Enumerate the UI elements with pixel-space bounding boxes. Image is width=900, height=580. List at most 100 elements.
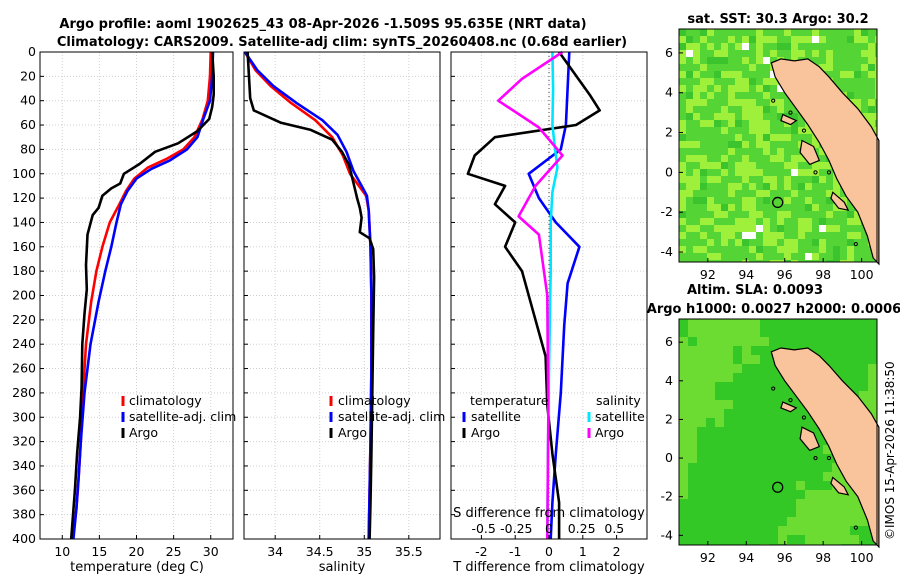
map-lon-tick-label: 96 (777, 550, 793, 565)
map-cell (854, 92, 861, 99)
map-cell (749, 127, 756, 134)
map-lat-tick-label: -4 (661, 244, 674, 259)
map-cell (868, 78, 875, 85)
map-cell (784, 190, 791, 197)
map-cell (742, 190, 749, 197)
map-cell (714, 120, 721, 127)
map-cell (742, 355, 751, 364)
map-cell (819, 183, 826, 190)
map-cell (868, 43, 875, 50)
map-lat-tick-label: 4 (665, 373, 673, 388)
map-cell (679, 113, 686, 120)
map-cell (875, 29, 877, 36)
map-cell (679, 328, 688, 337)
map-cell (826, 36, 833, 43)
map-cell (679, 155, 686, 162)
map-cell (707, 43, 714, 50)
map-cell (841, 517, 850, 526)
map-cell (742, 517, 751, 526)
map-cell (742, 141, 749, 148)
map-cell (706, 364, 715, 373)
depth-tick-label: 0 (28, 44, 36, 59)
s-tick-label: 0 (545, 521, 553, 536)
difference-lines (466, 50, 602, 540)
map-cell (679, 176, 686, 183)
map-cell (688, 346, 697, 355)
map-cell (756, 141, 763, 148)
map-cell (693, 120, 700, 127)
map-cell (742, 463, 751, 472)
sst-map-panel: sat. SST: 30.3 Argo: 30.2 92 94 96 98 100 -4 -… (661, 12, 880, 282)
island-simeulue (780, 401, 798, 413)
map-cell (733, 328, 742, 337)
map-cell (686, 239, 693, 246)
difference-legend: temperature salinity satellite Argo sate… (462, 393, 645, 440)
map-cell (756, 260, 763, 262)
map-cell (714, 232, 721, 239)
map-cell (751, 409, 760, 418)
map-cell (688, 409, 697, 418)
map-cell (715, 436, 724, 445)
argo-location-marker (772, 196, 784, 209)
map-cell (798, 176, 805, 183)
map-cell (714, 64, 721, 71)
map-cell (777, 155, 784, 162)
map-cell (728, 71, 735, 78)
map-cell (777, 232, 784, 239)
map-cell (679, 36, 686, 43)
map-cell (735, 260, 742, 262)
map-cell (854, 239, 861, 246)
map-cell (805, 211, 812, 218)
map-cell (721, 127, 728, 134)
map-cell (826, 64, 833, 71)
map-cell (751, 472, 760, 481)
map-cell (826, 232, 833, 239)
map-cell (697, 454, 706, 463)
map-cell (778, 472, 787, 481)
map-cell (697, 382, 706, 391)
map-cell (715, 409, 724, 418)
map-cell (784, 127, 791, 134)
map-cell (791, 106, 798, 113)
map-cell (791, 36, 798, 43)
map-cell (756, 225, 763, 232)
map-cell (751, 337, 760, 346)
map-cell (805, 127, 812, 134)
map-cell (707, 29, 714, 36)
map-cell (714, 162, 721, 169)
map-cell (826, 190, 833, 197)
map-cell (826, 169, 833, 176)
map-cell (756, 232, 763, 239)
islet (813, 455, 818, 461)
map-cell (819, 36, 826, 43)
map-cell (721, 239, 728, 246)
map-cell (715, 454, 724, 463)
map-cell (791, 29, 798, 36)
map-cell (742, 445, 751, 454)
map-cell (707, 85, 714, 92)
map-cell (777, 99, 784, 106)
map-cell (760, 409, 769, 418)
map-cell (832, 526, 841, 535)
map-cell (700, 211, 707, 218)
map-cell (777, 218, 784, 225)
map-cell (850, 364, 859, 373)
map-cell (742, 43, 749, 50)
map-cell (707, 246, 714, 253)
map-cell (770, 141, 777, 148)
map-cell (814, 463, 823, 472)
map-cell (777, 169, 784, 176)
x-tick-label: 15 (91, 544, 107, 559)
map-cell (847, 64, 854, 71)
map-cell (770, 127, 777, 134)
map-cell (700, 85, 707, 92)
map-cell (697, 427, 706, 436)
map-cell (787, 427, 796, 436)
map-cell (777, 211, 784, 218)
map-cell (770, 225, 777, 232)
map-cell (770, 106, 777, 113)
map-cell (742, 418, 751, 427)
map-cell (679, 526, 688, 535)
map-cell (763, 92, 770, 99)
map-cell (714, 92, 721, 99)
